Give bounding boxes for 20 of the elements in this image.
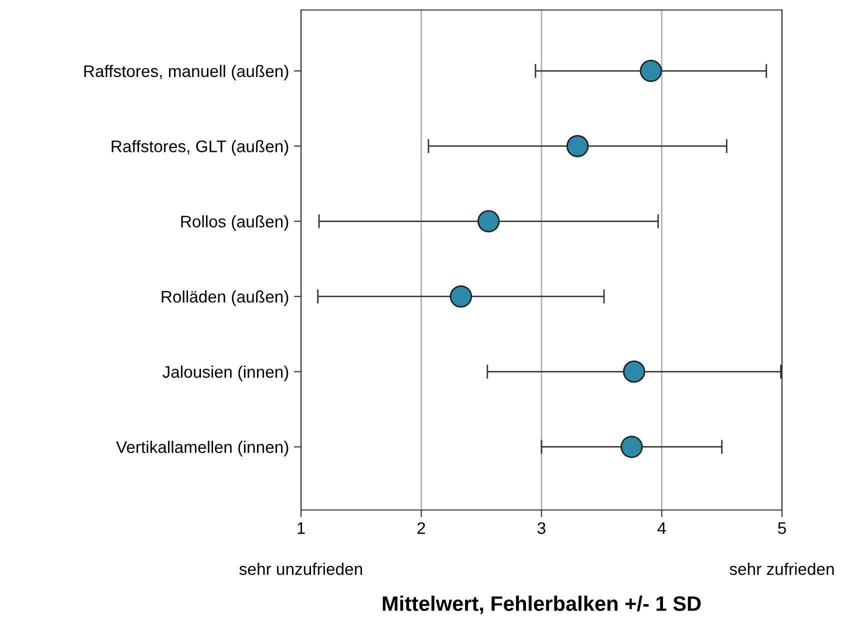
y-tick-label: Raffstores, GLT (außen) <box>112 140 288 156</box>
point <box>640 60 662 82</box>
x-tick-label: 4 <box>658 522 666 534</box>
y-tick-label: Raffstores, manuell (außen) <box>84 64 288 80</box>
text: sehr zufrieden <box>730 562 834 576</box>
x-tick-label: 5 <box>778 522 786 534</box>
y-tick-label: Rolläden (außen) <box>162 290 288 306</box>
point <box>450 285 472 308</box>
y-tick-label: Jalousien (innen) <box>162 366 288 382</box>
y-tick-label: Rollos (außen) <box>181 215 288 231</box>
x-tick-label: 2 <box>417 522 426 534</box>
x-tick-label: 3 <box>538 522 546 534</box>
x-tick-label: 1 <box>298 522 305 534</box>
point <box>566 134 589 158</box>
text: sehr unzufrieden <box>239 562 362 576</box>
point <box>477 210 500 232</box>
point <box>620 436 643 458</box>
x-axis-title: Mittelwert, Fehlerbalken +/- 1 SD <box>382 596 701 614</box>
point <box>622 360 646 383</box>
y-tick-label: Vertikallamellen (innen) <box>116 440 288 456</box>
